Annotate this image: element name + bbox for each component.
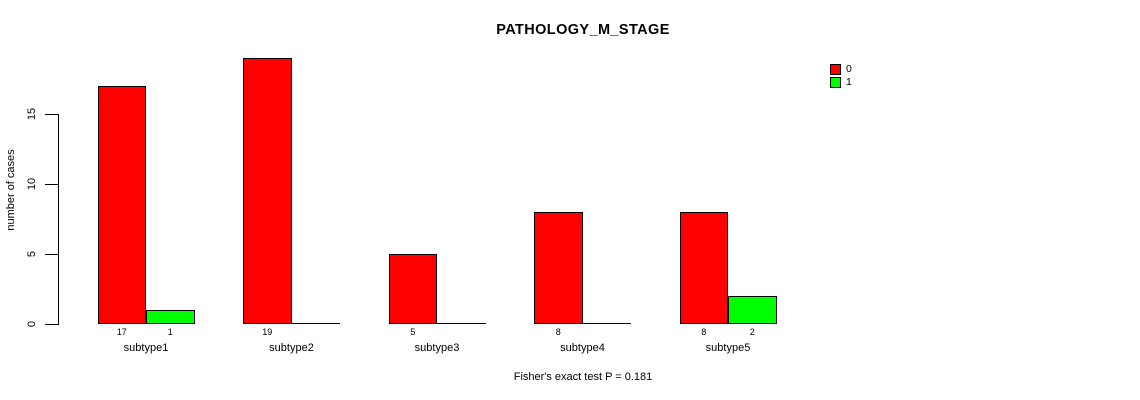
category-label: subtype4 — [560, 342, 605, 354]
bar-value-label: 19 — [262, 327, 273, 337]
bar-0-subtype4 — [534, 212, 583, 324]
category-label: subtype5 — [705, 342, 751, 354]
legend-label-0: 0 — [846, 62, 852, 75]
y-axis-line — [58, 114, 59, 325]
bar-value-label: 1 — [167, 327, 173, 337]
bar-value-label: 17 — [116, 327, 127, 337]
bar-1-subtype3-zero — [437, 323, 486, 324]
legend-label-1: 1 — [846, 75, 852, 88]
bar-1-subtype4-zero — [582, 323, 631, 324]
y-tick-label: 5 — [26, 250, 38, 258]
bar-1-subtype2-zero — [291, 323, 340, 324]
y-tick-mark — [45, 254, 59, 255]
bar-0-subtype5 — [679, 212, 728, 324]
bar-value-label: 8 — [701, 327, 707, 337]
bar-1-subtype5 — [728, 296, 777, 324]
bar-value-label: 8 — [555, 327, 561, 337]
bar-1-subtype1 — [146, 310, 195, 324]
bar-0-subtype1 — [97, 86, 146, 324]
chart-title: PATHOLOGY_M_STAGE — [496, 22, 670, 38]
y-tick-mark — [45, 184, 59, 185]
bar-0-subtype2 — [243, 58, 292, 324]
category-label: subtype2 — [269, 342, 314, 354]
y-tick-mark — [45, 114, 59, 115]
category-label: subtype1 — [123, 342, 169, 354]
y-tick-label: 10 — [26, 177, 38, 191]
y-axis-label: number of cases — [5, 149, 17, 231]
legend-swatch-red — [830, 63, 841, 75]
legend-swatch-green — [830, 76, 841, 88]
legend-item-0: 0 — [830, 63, 852, 75]
legend: 0 1 — [830, 63, 852, 89]
y-tick-label: 15 — [26, 107, 38, 121]
bar-0-subtype3 — [388, 254, 437, 324]
bar-value-label: 5 — [410, 327, 416, 337]
category-label: subtype3 — [414, 342, 460, 354]
annotation-text: Fisher's exact test P = 0.181 — [513, 371, 653, 383]
legend-item-1: 1 — [830, 76, 852, 88]
y-tick-label: 0 — [26, 320, 38, 328]
y-tick-mark — [45, 324, 59, 325]
bar-value-label: 2 — [749, 327, 755, 337]
